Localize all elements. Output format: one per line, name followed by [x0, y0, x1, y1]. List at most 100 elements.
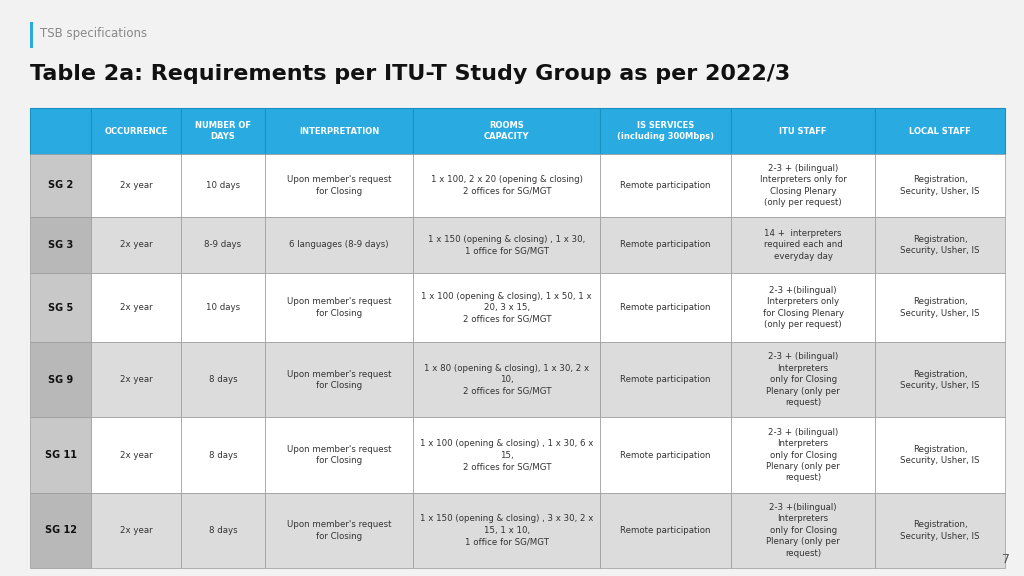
Text: SG 9: SG 9	[48, 375, 74, 385]
Text: Registration,
Security, Usher, IS: Registration, Security, Usher, IS	[900, 235, 980, 255]
Text: 8 days: 8 days	[209, 376, 238, 384]
Bar	[600, 492, 731, 568]
Text: 8-9 days: 8-9 days	[205, 240, 242, 249]
Bar	[91, 418, 181, 492]
Bar	[876, 108, 1005, 154]
Bar	[181, 217, 265, 273]
Bar	[91, 342, 181, 418]
Bar	[30, 342, 91, 418]
Bar	[413, 273, 600, 342]
Text: 6 languages (8-9 days): 6 languages (8-9 days)	[290, 240, 389, 249]
Bar	[265, 418, 413, 492]
Text: TSB specifications: TSB specifications	[40, 28, 147, 40]
Bar	[600, 108, 731, 154]
Text: Upon member's request
for Closing: Upon member's request for Closing	[287, 520, 391, 541]
Text: ROOMS
CAPACITY: ROOMS CAPACITY	[484, 121, 529, 141]
Text: 2-3 + (bilingual)
Interpreters
only for Closing
Plenary (only per
request): 2-3 + (bilingual) Interpreters only for …	[766, 353, 840, 407]
Text: INTERPRETATION: INTERPRETATION	[299, 127, 379, 135]
Text: Registration,
Security, Usher, IS: Registration, Security, Usher, IS	[900, 370, 980, 390]
Text: OCCURRENCE: OCCURRENCE	[104, 127, 168, 135]
Bar	[876, 154, 1005, 217]
Text: Upon member's request
for Closing: Upon member's request for Closing	[287, 370, 391, 390]
Bar	[731, 273, 876, 342]
Bar	[30, 418, 91, 492]
Bar	[876, 492, 1005, 568]
Bar	[181, 154, 265, 217]
Text: 1 x 100 (opening & closing), 1 x 50, 1 x
20, 3 x 15,
2 offices for SG/MGT: 1 x 100 (opening & closing), 1 x 50, 1 x…	[422, 291, 592, 324]
Bar	[91, 492, 181, 568]
Text: 2x year: 2x year	[120, 303, 153, 312]
Bar	[30, 154, 91, 217]
Bar	[91, 108, 181, 154]
Text: ITU STAFF: ITU STAFF	[779, 127, 827, 135]
Text: SG 2: SG 2	[48, 180, 74, 190]
Text: 8 days: 8 days	[209, 526, 238, 535]
Text: 2x year: 2x year	[120, 181, 153, 190]
Bar	[30, 492, 91, 568]
Bar	[265, 154, 413, 217]
Text: Upon member's request
for Closing: Upon member's request for Closing	[287, 445, 391, 465]
Text: 2x year: 2x year	[120, 450, 153, 460]
Bar	[91, 273, 181, 342]
Bar	[181, 492, 265, 568]
Bar	[731, 217, 876, 273]
Bar	[265, 492, 413, 568]
Text: LOCAL STAFF: LOCAL STAFF	[909, 127, 971, 135]
Bar	[413, 154, 600, 217]
Text: Registration,
Security, Usher, IS: Registration, Security, Usher, IS	[900, 520, 980, 541]
Bar	[265, 342, 413, 418]
Bar	[600, 154, 731, 217]
Bar	[600, 418, 731, 492]
Bar	[30, 22, 33, 48]
Bar	[731, 154, 876, 217]
Text: SG 12: SG 12	[45, 525, 77, 535]
Text: Remote participation: Remote participation	[621, 376, 711, 384]
Text: Registration,
Security, Usher, IS: Registration, Security, Usher, IS	[900, 297, 980, 318]
Bar	[876, 217, 1005, 273]
Text: 10 days: 10 days	[206, 303, 240, 312]
Text: Remote participation: Remote participation	[621, 526, 711, 535]
Text: 1 x 100, 2 x 20 (opening & closing)
2 offices for SG/MGT: 1 x 100, 2 x 20 (opening & closing) 2 of…	[431, 175, 583, 196]
Bar	[413, 217, 600, 273]
Bar	[731, 418, 876, 492]
Text: IS SERVICES
(including 300Mbps): IS SERVICES (including 300Mbps)	[617, 121, 714, 141]
Text: 2-3 +(bilingual)
Interpreters
only for Closing
Plenary (only per
request): 2-3 +(bilingual) Interpreters only for C…	[766, 503, 840, 558]
Text: Remote participation: Remote participation	[621, 240, 711, 249]
Text: 7: 7	[1002, 553, 1010, 566]
Text: 1 x 100 (opening & closing) , 1 x 30, 6 x
15,
2 offices for SG/MGT: 1 x 100 (opening & closing) , 1 x 30, 6 …	[420, 439, 594, 471]
Text: 10 days: 10 days	[206, 181, 240, 190]
Bar	[731, 492, 876, 568]
Text: Registration,
Security, Usher, IS: Registration, Security, Usher, IS	[900, 445, 980, 465]
Text: Remote participation: Remote participation	[621, 450, 711, 460]
Text: 1 x 80 (opening & closing), 1 x 30, 2 x
10,
2 offices for SG/MGT: 1 x 80 (opening & closing), 1 x 30, 2 x …	[424, 364, 590, 396]
Bar	[600, 342, 731, 418]
Text: NUMBER OF
DAYS: NUMBER OF DAYS	[195, 121, 251, 141]
Bar	[181, 418, 265, 492]
Bar	[91, 154, 181, 217]
Bar	[876, 418, 1005, 492]
Text: SG 11: SG 11	[45, 450, 77, 460]
Bar	[876, 342, 1005, 418]
Bar	[600, 217, 731, 273]
Text: 14 +  interpreters
required each and
everyday day: 14 + interpreters required each and ever…	[764, 229, 843, 261]
Bar	[181, 108, 265, 154]
Bar	[413, 418, 600, 492]
Bar	[91, 217, 181, 273]
Bar	[413, 108, 600, 154]
Bar	[600, 273, 731, 342]
Text: 2x year: 2x year	[120, 376, 153, 384]
Text: Remote participation: Remote participation	[621, 303, 711, 312]
Bar	[181, 273, 265, 342]
Bar	[731, 108, 876, 154]
Text: 2x year: 2x year	[120, 240, 153, 249]
Bar	[413, 492, 600, 568]
Text: SG 3: SG 3	[48, 240, 74, 250]
Text: Table 2a: Requirements per ITU-T Study Group as per 2022/3: Table 2a: Requirements per ITU-T Study G…	[30, 64, 791, 84]
Bar	[30, 217, 91, 273]
Text: Upon member's request
for Closing: Upon member's request for Closing	[287, 297, 391, 318]
Bar	[265, 108, 413, 154]
Text: 8 days: 8 days	[209, 450, 238, 460]
Text: 1 x 150 (opening & closing) , 1 x 30,
1 office for SG/MGT: 1 x 150 (opening & closing) , 1 x 30, 1 …	[428, 235, 586, 255]
Bar	[181, 342, 265, 418]
Text: Upon member's request
for Closing: Upon member's request for Closing	[287, 175, 391, 196]
